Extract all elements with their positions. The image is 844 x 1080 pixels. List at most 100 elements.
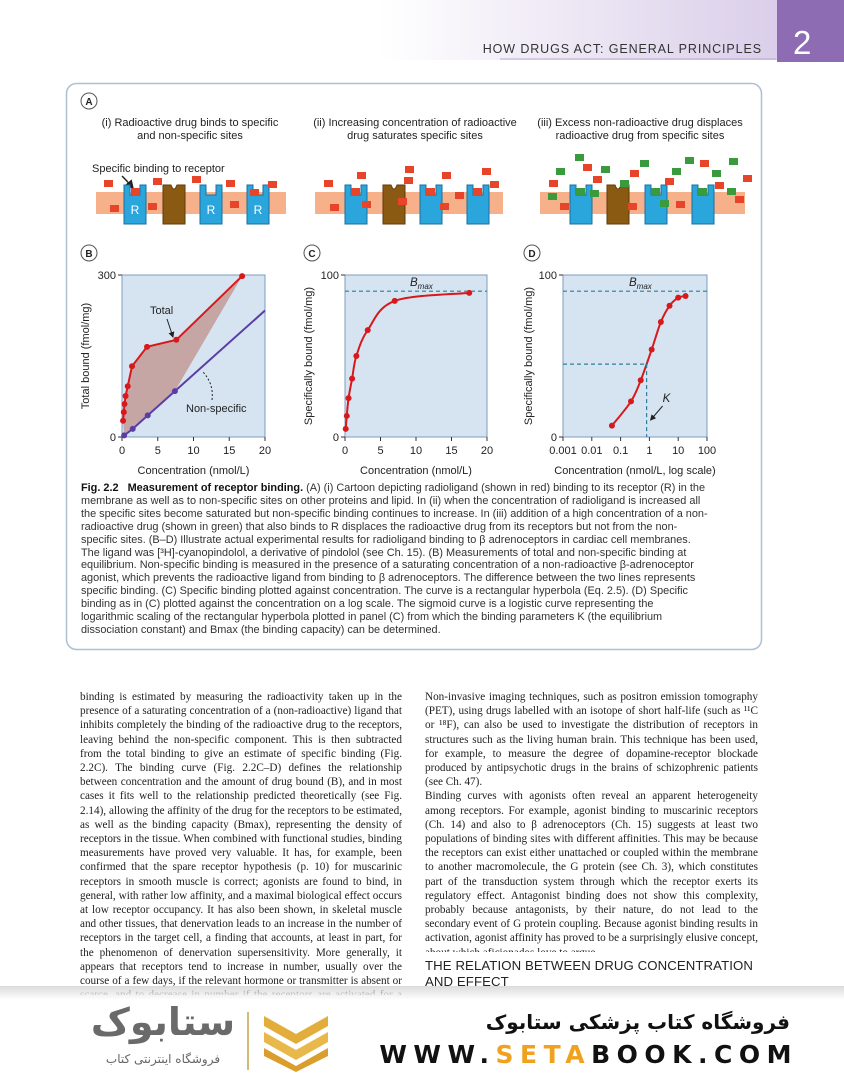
callout-arrow — [121, 175, 134, 190]
x-tick-label: 10 — [187, 445, 199, 457]
chart: B 0 300 0 5 10 15 20 Concentration (nmol/L) Total… — [80, 244, 271, 477]
data-point — [239, 273, 246, 280]
cold-drug — [698, 188, 707, 195]
cold-drug — [640, 160, 649, 167]
radioligand — [357, 172, 366, 179]
logo-name: ستابوک — [90, 1000, 236, 1044]
caption-text: (A) (i) Cartoon depicting radioligand (s… — [81, 482, 708, 636]
section-heading: THE RELATION BETWEEN DRUG CONCENTRATION … — [425, 958, 753, 989]
data-point — [144, 412, 151, 419]
data-point — [648, 346, 655, 353]
cold-drug — [727, 188, 736, 195]
radioligand — [630, 170, 639, 177]
data-point — [628, 398, 635, 405]
x-tick-label: 15 — [445, 445, 457, 457]
x-tick-label: 0.01 — [581, 445, 602, 457]
y-axis-label: Specifically bound (fmol/mg) — [523, 287, 535, 425]
data-point — [120, 409, 127, 416]
radioligand — [583, 164, 592, 171]
radioligand — [700, 160, 709, 167]
x-tick-label: 0.001 — [549, 445, 577, 457]
radioligand — [440, 203, 449, 210]
data-point — [608, 422, 615, 429]
radioligand — [104, 180, 113, 187]
data-point — [121, 401, 128, 408]
panel-letter: B — [85, 249, 92, 260]
radioligand — [153, 178, 162, 185]
url-part: WWW. — [379, 1040, 496, 1069]
series-annotation: Non-specific — [186, 403, 247, 415]
radioligand — [735, 196, 744, 203]
figure-caption: Fig. 2.2 Measurement of receptor binding… — [81, 482, 709, 637]
k-arrow — [649, 405, 663, 421]
receptor — [123, 184, 147, 225]
chapter-number: 2 — [793, 24, 811, 61]
data-point — [173, 336, 180, 343]
receptor-label: R — [131, 203, 140, 217]
chart: D 0 100 0.001 0.01 0.1 1 10 100 Concentration (nm… — [523, 244, 716, 477]
cold-drug — [651, 188, 660, 195]
specific-binding-area — [123, 276, 243, 436]
y-tick-label: 0 — [110, 432, 116, 444]
radioligand — [131, 188, 140, 195]
y-tick-label: 0 — [333, 432, 339, 444]
panel-badge — [80, 92, 98, 110]
logo-chevron — [264, 1032, 328, 1060]
data-point — [129, 425, 136, 432]
right-column: Non-invasive imaging techniques, such as… — [425, 690, 758, 952]
data-point — [124, 383, 131, 390]
radioligand — [676, 201, 685, 208]
data-line — [123, 390, 176, 437]
data-point — [122, 392, 129, 399]
panel-badge — [80, 244, 98, 262]
radioligand — [110, 205, 119, 212]
x-tick-label: 10 — [410, 445, 422, 457]
left-column: binding is estimated by measuring the ra… — [80, 690, 402, 995]
radioligand — [593, 176, 602, 183]
radioligand — [404, 177, 413, 184]
x-tick-label: 100 — [698, 445, 716, 457]
panel-a-caption: (iii) Excess non-radioactive drug displa… — [537, 117, 743, 129]
radioligand — [628, 203, 637, 210]
receptor-label: R — [254, 203, 263, 217]
plot-area — [344, 274, 488, 438]
receptor — [199, 184, 223, 225]
other-protein — [606, 184, 630, 225]
x-tick-label: 15 — [223, 445, 235, 457]
panel-a-caption: (i) Radioactive drug binds to specific — [102, 117, 279, 129]
radioligand — [743, 175, 752, 182]
radioligand — [560, 203, 569, 210]
data-point — [343, 412, 350, 419]
bmax-label: Bmax — [410, 277, 434, 291]
cold-drug — [685, 157, 694, 164]
data-point — [637, 377, 644, 384]
panel-letter: C — [308, 249, 315, 260]
cold-drug — [660, 200, 669, 207]
data-point — [342, 425, 349, 432]
x-tick-label: 1 — [646, 445, 652, 457]
annotation-arrow — [166, 318, 175, 338]
data-point — [682, 293, 689, 300]
radioligand — [482, 168, 491, 175]
cold-drug — [576, 188, 585, 195]
trend-extension — [174, 309, 266, 392]
radioligand — [398, 198, 407, 205]
logo-tagline: فروشگاه اینترنتی کتاب — [105, 1052, 221, 1066]
radioligand — [351, 188, 360, 195]
logo-chevron — [264, 1048, 328, 1072]
radioligand — [455, 192, 464, 199]
x-tick-label: 0.1 — [613, 445, 628, 457]
cold-drug — [590, 190, 599, 197]
radioligand — [665, 178, 674, 185]
panel-a-cartoon: A (i) Radioactive drug binds to specifica… — [80, 92, 752, 225]
callout-label: Specific binding to receptor — [92, 163, 225, 175]
cold-drug — [620, 180, 629, 187]
x-axis-label: Concentration (nmol/L, log scale) — [554, 465, 715, 477]
panel-a-caption: drug saturates specific sites — [347, 130, 483, 142]
url-part: SETA — [495, 1040, 592, 1069]
y-axis-label: Specifically bound (fmol/mg) — [303, 287, 315, 425]
paragraph: Non-invasive imaging techniques, such as… — [425, 691, 758, 789]
y-tick-label: 0 — [551, 432, 557, 444]
